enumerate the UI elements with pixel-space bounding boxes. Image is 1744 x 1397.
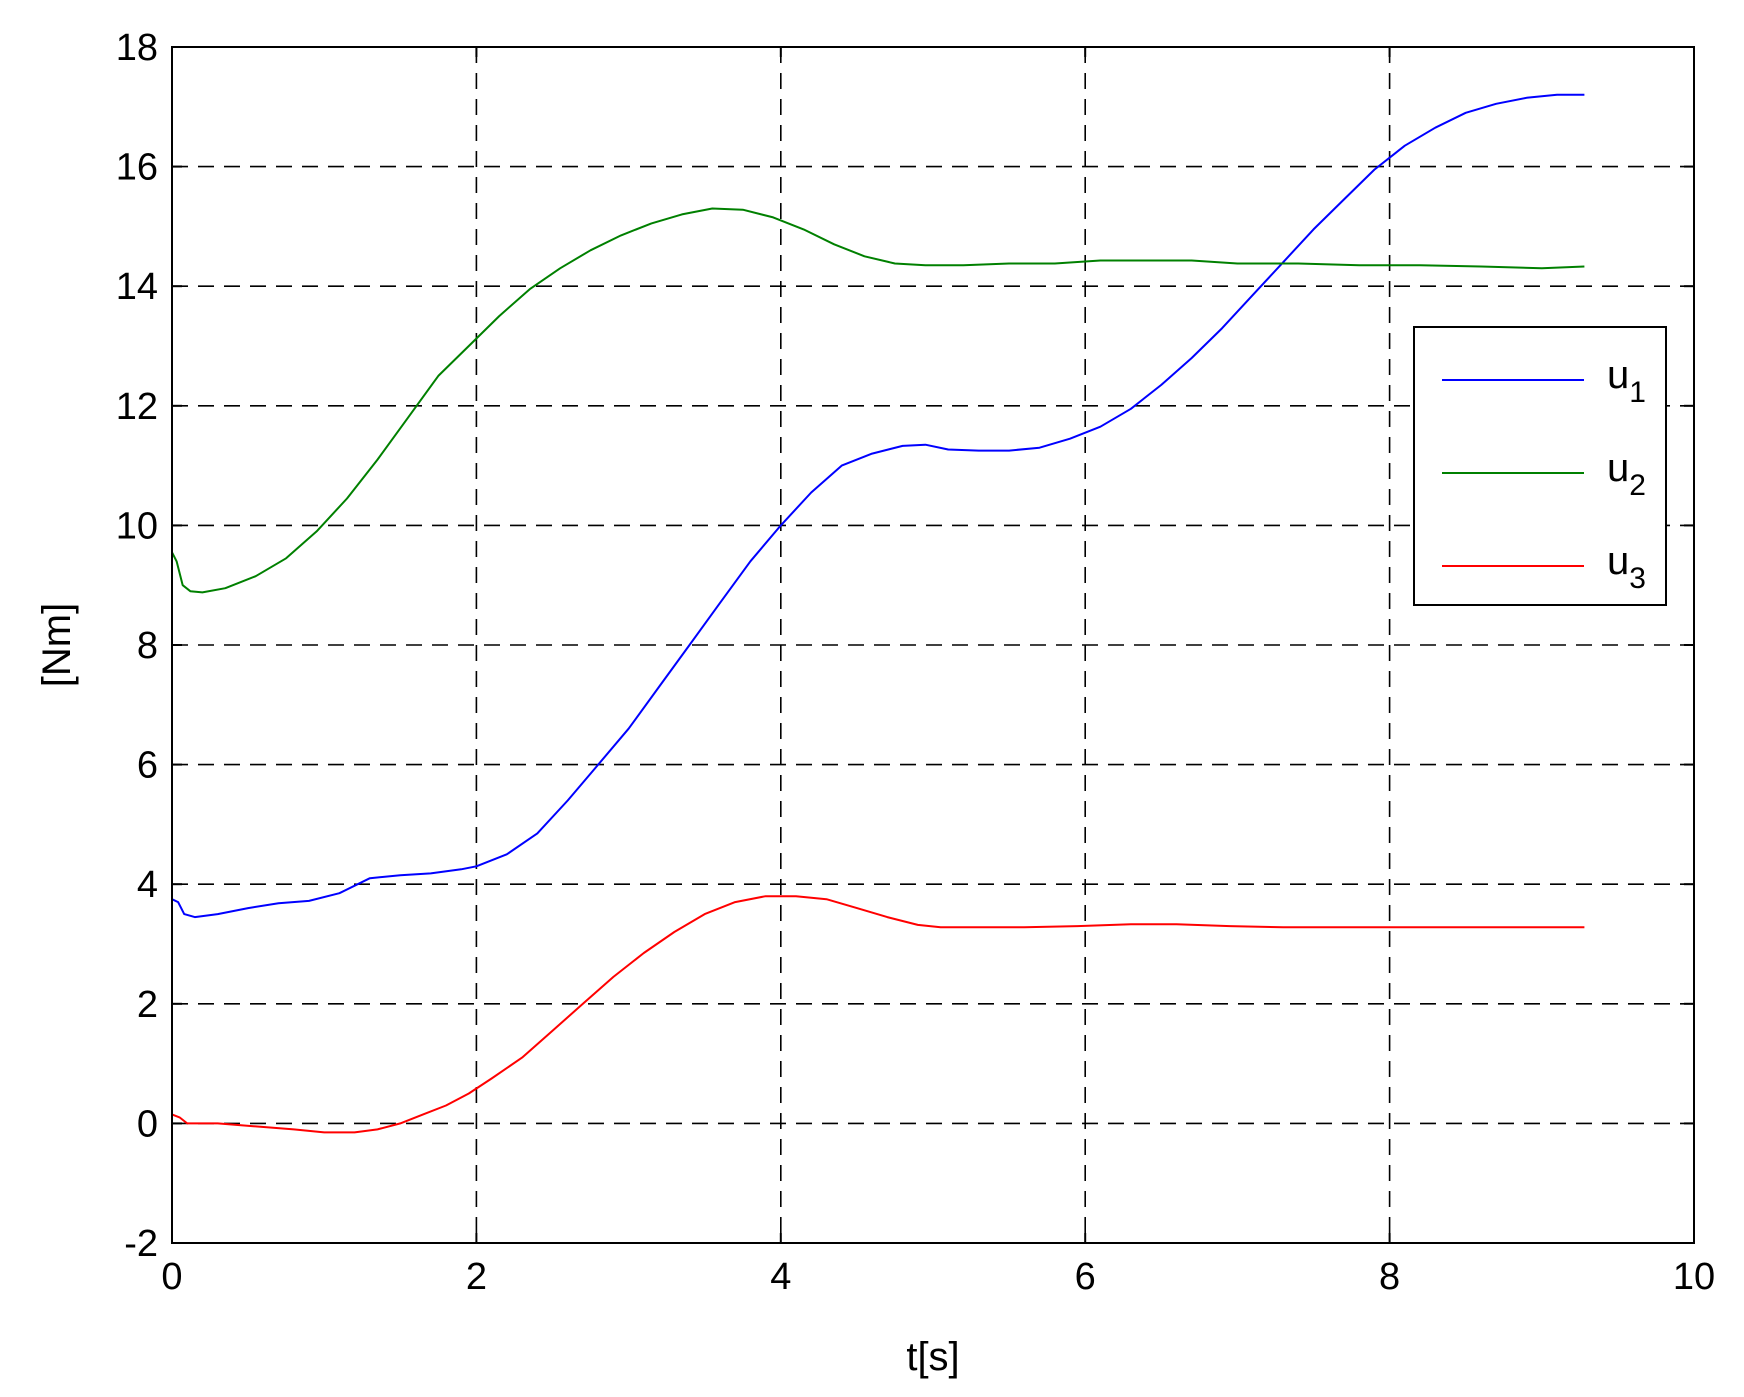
legend-label-u3: u3 <box>1607 539 1646 595</box>
series-line-u1 <box>171 93 1585 919</box>
legend: u1 u2 u3 <box>1413 326 1667 606</box>
series-line-u3 <box>171 895 1585 1134</box>
legend-label-u1: u1 <box>1607 353 1646 409</box>
y-axis-label: [Nm] <box>35 603 79 687</box>
x-tick-label: 6 <box>1075 1256 1096 1298</box>
legend-box <box>1413 326 1667 606</box>
y-tick-label: 18 <box>116 27 158 69</box>
y-tick-label: 16 <box>116 147 158 189</box>
y-tick-label: 4 <box>137 864 158 906</box>
x-tick-label: 8 <box>1379 1256 1400 1298</box>
x-tick-label: 4 <box>770 1256 791 1298</box>
y-tick-label: 6 <box>137 745 158 787</box>
x-axis-label: t[s] <box>906 1335 959 1379</box>
y-tick-label: 2 <box>137 984 158 1026</box>
y-tick-label: 10 <box>116 505 158 547</box>
legend-label-u2: u2 <box>1607 446 1646 502</box>
y-tick-label: 14 <box>116 266 158 308</box>
y-tick-label: 12 <box>116 386 158 428</box>
y-tick-label: 0 <box>137 1103 158 1145</box>
y-tick-label: -2 <box>124 1223 158 1265</box>
grid-lines <box>172 47 1694 1243</box>
x-tick-label: 0 <box>161 1256 182 1298</box>
x-tick-label: 2 <box>466 1256 487 1298</box>
x-tick-label: 10 <box>1673 1256 1715 1298</box>
data-series <box>171 93 1585 1134</box>
y-tick-label: 8 <box>137 625 158 667</box>
series-line-u2 <box>171 207 1585 594</box>
